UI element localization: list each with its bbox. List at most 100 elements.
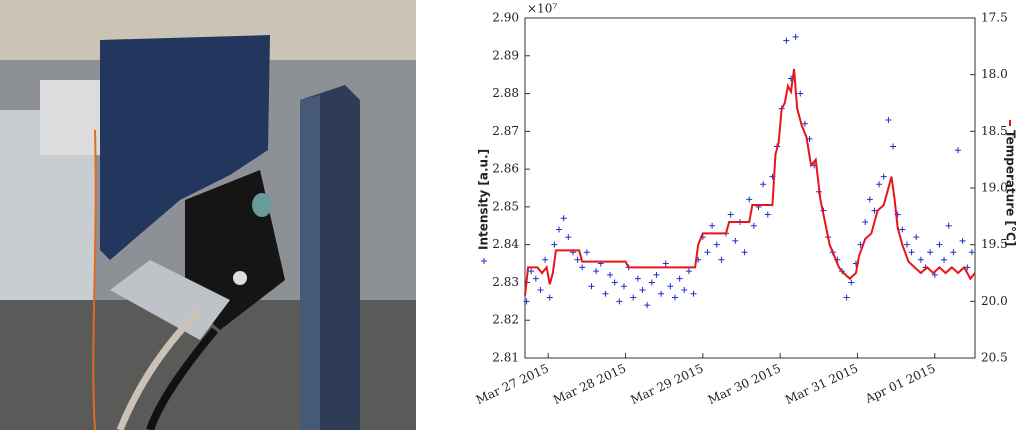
data-point: [704, 249, 711, 256]
photo-column-face: [300, 95, 320, 430]
data-point: [634, 275, 641, 282]
data-point: [607, 271, 614, 278]
legend-marker: [481, 258, 487, 264]
data-point: [593, 268, 600, 275]
photo-cable-black: [146, 327, 219, 430]
data-point: [620, 283, 627, 290]
data-point: [750, 222, 757, 229]
data-point: [950, 249, 957, 256]
x-tick-label: Mar 29 2015: [628, 361, 705, 407]
data-point: [713, 241, 720, 248]
data-point: [667, 283, 674, 290]
data-point: [732, 237, 739, 244]
data-point: [528, 268, 535, 275]
data-point: [546, 294, 553, 301]
data-point: [908, 249, 915, 256]
data-point: [630, 294, 637, 301]
data-point: [542, 256, 549, 263]
data-point: [537, 287, 544, 293]
data-point: [644, 302, 651, 309]
data-point: [676, 275, 683, 282]
plot-frame: [524, 17, 976, 359]
data-point: [583, 249, 590, 256]
data-point: [709, 222, 716, 229]
y-axis-label: Intensity [a.u.]: [477, 149, 491, 250]
axis-label-group: Temperature [°C]: [1004, 120, 1018, 246]
data-point: [927, 249, 934, 256]
data-point: [639, 287, 646, 293]
data-point: [574, 256, 581, 263]
data-point: [843, 294, 850, 301]
photo-bracket: [110, 260, 230, 340]
data-point: [611, 279, 618, 286]
photo-felt: [100, 35, 270, 260]
data-point: [866, 196, 873, 203]
axis-label-group: Intensity [a.u.]: [477, 149, 491, 264]
y-tick-label: 2.84: [492, 237, 519, 251]
data-point: [741, 249, 748, 256]
x-tick-label: Mar 27 2015: [474, 361, 551, 407]
data-point: [917, 256, 924, 263]
data-point: [560, 215, 567, 222]
data-point: [968, 249, 975, 256]
y2-tick-label: 17.5: [981, 11, 1008, 25]
y-tick-label: 2.87: [492, 124, 519, 138]
data-point: [797, 90, 804, 97]
data-point: [764, 211, 771, 218]
data-point: [690, 290, 697, 297]
photo-cable: [116, 307, 203, 430]
y2-tick-label: 19.5: [981, 237, 1008, 251]
x-tick-label: Mar 31 2015: [783, 361, 860, 407]
data-point: [532, 275, 539, 282]
data-point: [658, 290, 665, 297]
photo-lens: [233, 271, 247, 285]
data-point: [616, 298, 623, 305]
y2-tick-label: 18.5: [981, 124, 1008, 138]
data-point: [941, 256, 948, 263]
data-point: [685, 268, 692, 275]
data-point: [792, 33, 799, 40]
data-point: [936, 241, 943, 248]
data-point: [662, 260, 669, 267]
y2-tick-label: 19.0: [981, 181, 1008, 195]
data-point: [899, 226, 906, 233]
y-tick-label: 2.90: [492, 11, 519, 25]
data-point: [551, 241, 558, 248]
data-point: [903, 241, 910, 248]
data-point: [556, 226, 563, 233]
y2-tick-label: 20.0: [981, 294, 1008, 308]
data-point: [746, 196, 753, 203]
data-point: [760, 181, 767, 188]
data-point: [523, 298, 530, 305]
y2-tick-label: 20.5: [981, 351, 1008, 365]
y-tick-label: 2.86: [492, 162, 519, 176]
y-tick-label: 2.83: [492, 275, 519, 289]
y-tick-label: 2.89: [492, 48, 519, 62]
y-exponent-label: ×10⁷: [527, 2, 557, 16]
photo-wire: [92, 129, 97, 430]
data-point: [602, 290, 609, 297]
y-tick-label: 2.88: [492, 86, 519, 100]
y2-axis-label: Temperature [°C]: [1004, 130, 1018, 246]
data-point: [727, 211, 734, 218]
data-point: [579, 264, 586, 271]
data-point: [871, 207, 878, 214]
data-point: [653, 271, 660, 278]
x-tick-label: Mar 28 2015: [551, 361, 628, 407]
data-point: [876, 181, 883, 188]
data-point: [681, 287, 688, 293]
photo-optic: [252, 193, 272, 217]
y-tick-label: 2.81: [492, 351, 519, 365]
data-point: [648, 279, 655, 286]
y2-tick-label: 18.0: [981, 67, 1008, 81]
x-tick-label: Apr 01 2015: [862, 361, 937, 406]
data-point: [954, 147, 961, 154]
data-point: [945, 222, 952, 229]
data-point: [565, 234, 572, 241]
data-point: [885, 117, 892, 123]
data-point: [848, 279, 855, 286]
data-point: [672, 294, 678, 301]
data-point: [890, 143, 897, 150]
